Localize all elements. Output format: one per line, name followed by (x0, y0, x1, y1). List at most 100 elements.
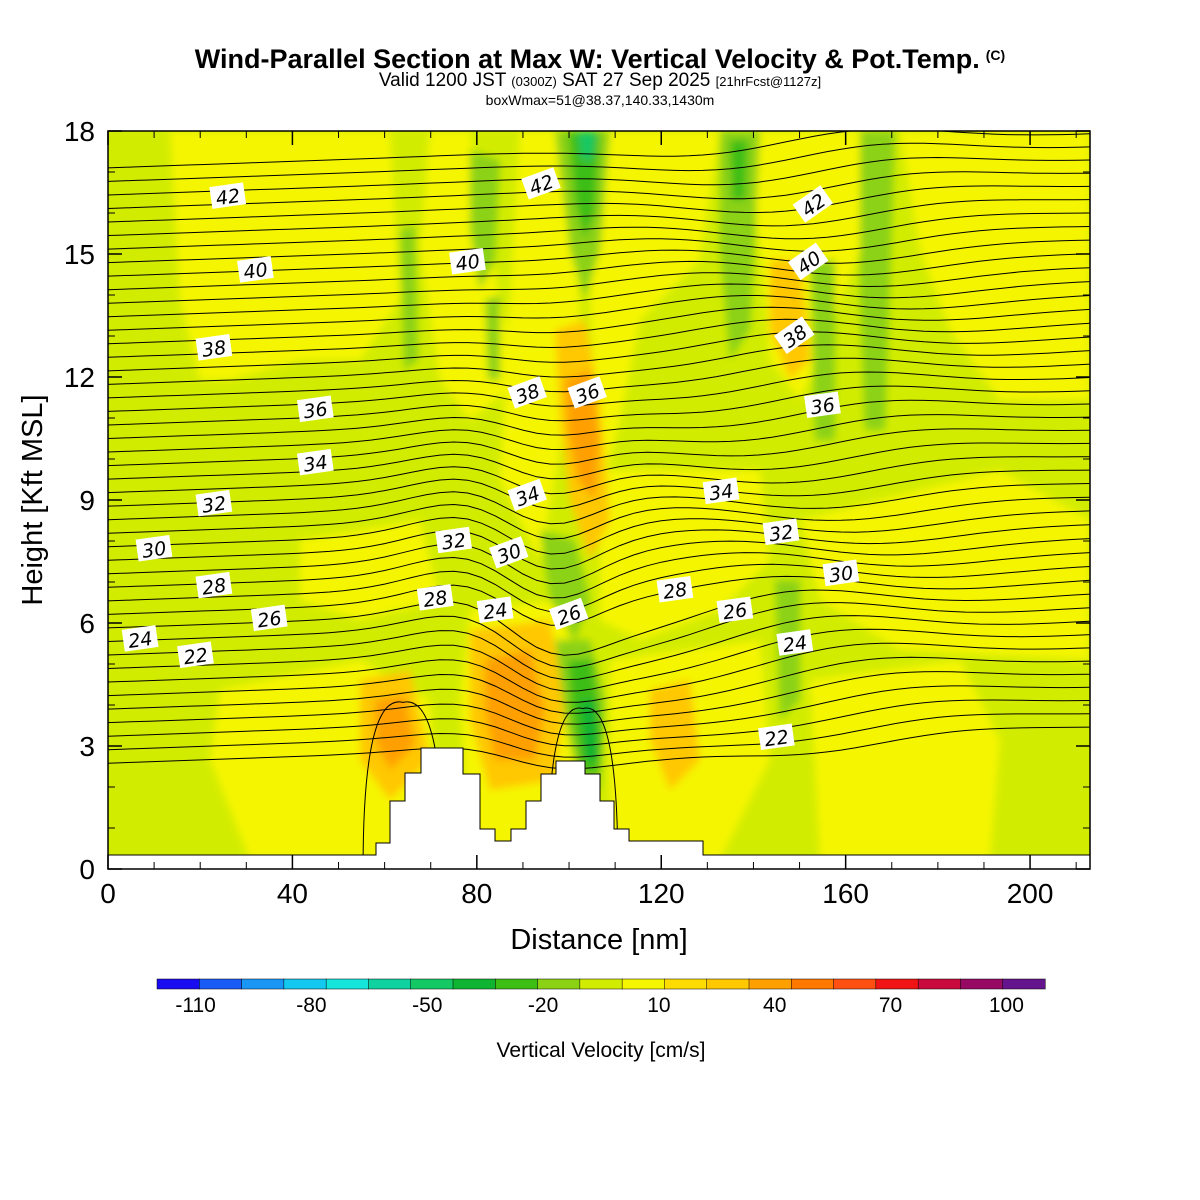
y-tick-label: 18 (64, 116, 95, 147)
field-yellow-region (900, 131, 1090, 400)
y-tick-label: 15 (64, 239, 95, 270)
theta-contour-line (108, 642, 1090, 703)
colorbar-tick-label: 70 (879, 994, 902, 1017)
contour-label-bg (521, 167, 561, 200)
forecast-info: [21hrFcst@1127z] (715, 74, 822, 89)
colorbar-swatch (833, 978, 877, 990)
contour-label-bg (548, 597, 589, 631)
colorbar-swatch (917, 978, 961, 990)
contour-label-text: 32 (201, 493, 228, 518)
contour-label: 32 (435, 526, 473, 555)
contour-label-bg (195, 489, 233, 517)
theta-contour-line (108, 212, 1090, 250)
contour-label-bg (762, 518, 800, 546)
colorbar-swatch (621, 978, 665, 990)
x-tick-label: 200 (1007, 878, 1054, 909)
contour-label: 34 (702, 477, 740, 505)
field-yellow-region (600, 470, 770, 640)
valid-time-line: Valid 1200 JST (0300Z) SAT 27 Sep 2025 [… (0, 70, 1200, 92)
contour-label-bg (135, 534, 173, 562)
contour-label-text: 24 (127, 628, 154, 653)
contour-label-bg (435, 526, 473, 554)
contour-label-bg (567, 376, 607, 409)
theta-contour-line (108, 496, 1090, 540)
theta-contour-line (108, 331, 1090, 372)
contour-label: 28 (195, 571, 233, 600)
contour-label-bg (716, 596, 754, 623)
theta-contour-line (108, 615, 1090, 681)
colorbar-swatch (706, 978, 750, 990)
contour-label-bg (416, 584, 454, 611)
theta-contour-line (108, 185, 1090, 223)
y-axis-label: Height [Kft MSL] (17, 394, 49, 605)
terrain-mask (107, 747, 1091, 870)
contour-label-text: 24 (782, 632, 809, 657)
chart-title: Wind-Parallel Section at Max W: Vertical… (0, 44, 1200, 75)
colorbar-swatch (368, 978, 412, 990)
theta-contour-line (108, 226, 1090, 264)
contour-label-text: 30 (828, 562, 855, 587)
contour-label-bg (121, 625, 159, 652)
contour-label-text: 30 (141, 538, 168, 563)
colorbar-swatch (748, 978, 792, 990)
contour-label-bg (804, 391, 841, 418)
colorbar-swatch (537, 978, 581, 990)
x-tick-label: 0 (100, 878, 116, 909)
theta-contour-line (108, 156, 1090, 196)
contour-label-text: 32 (440, 529, 467, 554)
contour-label-bg (507, 478, 547, 512)
valid-utc: (0300Z) (511, 74, 557, 89)
theta-contour-line (108, 267, 1090, 304)
theta-contour-line (108, 469, 1090, 510)
theta-contour-line (108, 428, 1090, 467)
contour-label: 24 (121, 625, 159, 653)
theta-contour-line (108, 295, 1090, 331)
theta-contour-line (108, 199, 1090, 236)
field-yellow-region (810, 660, 1000, 860)
y-tick-label: 9 (79, 485, 95, 516)
contour-label-text: 42 (215, 185, 242, 210)
contour-label-bg (489, 536, 529, 569)
theta-contour-line (108, 318, 1090, 358)
contour-label: 36 (804, 391, 841, 419)
contour-label-bg (296, 448, 334, 476)
y-tick-label: 3 (79, 731, 95, 762)
contour-label-bg (792, 185, 834, 223)
theta-contour-line (108, 414, 1090, 453)
field-amber-region (650, 680, 700, 790)
contour-label: 30 (489, 536, 529, 569)
theta-contour-line (108, 524, 1090, 570)
colorbar-swatch (960, 978, 1004, 990)
contour-label-bg (822, 559, 860, 587)
colorbar-swatch (791, 978, 835, 990)
contour-label: 40 (449, 247, 486, 276)
theta-contour-line (108, 685, 1090, 736)
contour-label-text: 26 (256, 607, 283, 632)
x-axis-label: Distance [nm] (510, 924, 687, 956)
field-green-region (485, 295, 500, 380)
contour-label-text: 34 (708, 480, 735, 505)
field-darkgreen-region (730, 140, 748, 200)
theta-contour-line (108, 385, 1090, 426)
colorbar-label: Vertical Velocity [cm/s] (497, 1039, 706, 1062)
contour-label-bg (787, 242, 829, 281)
contour-label: 28 (656, 575, 694, 604)
contour-label-text: 40 (454, 251, 481, 276)
field-yellow-region (590, 131, 720, 500)
theta-contour-line (108, 552, 1090, 599)
contour-label-text: 28 (422, 587, 449, 612)
colorbar-swatch (410, 978, 454, 990)
contour-label: 34 (296, 448, 334, 477)
copyright-mark: (C) (985, 47, 1006, 63)
theta-contour-line (108, 131, 1090, 169)
contour-label: 38 (507, 376, 547, 409)
x-tick-label: 120 (638, 878, 685, 909)
colorbar-tick-label: 40 (763, 994, 786, 1017)
colorbar-tick-label: -50 (412, 994, 442, 1017)
theta-contour-line (108, 699, 1090, 747)
x-tick-label: 80 (461, 878, 492, 909)
theta-contour-line (108, 671, 1090, 725)
contour-label-bg (250, 604, 288, 632)
field-yellow-region (300, 520, 440, 620)
